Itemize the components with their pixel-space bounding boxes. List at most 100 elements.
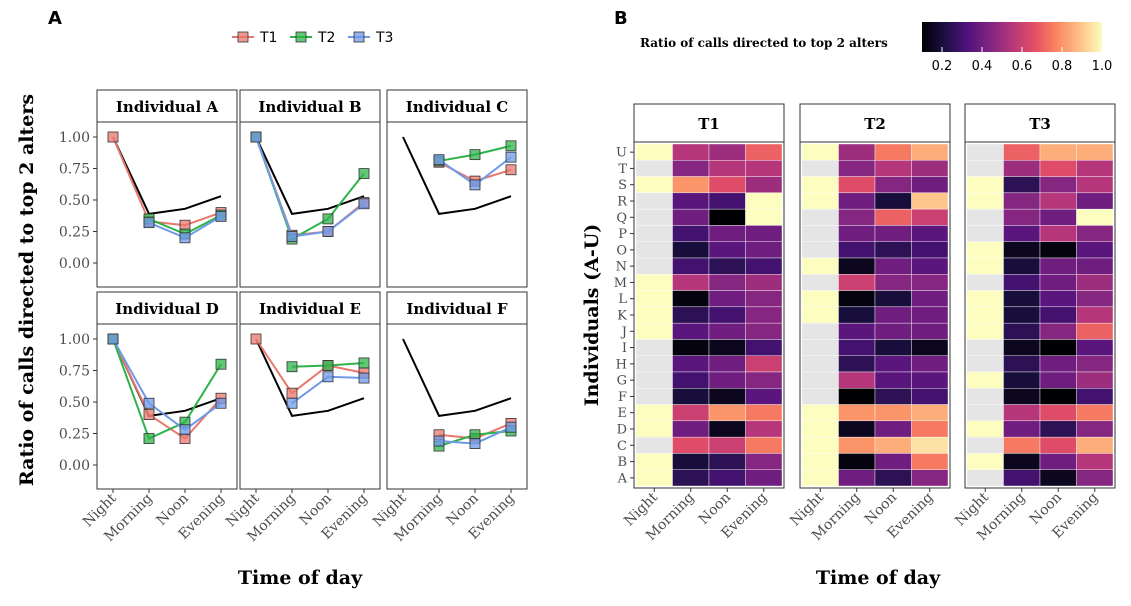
point-t3-morning [143, 397, 155, 409]
cell-t-night [635, 160, 673, 177]
cell-u-morning [672, 143, 710, 161]
cell-a-evening [1076, 469, 1114, 487]
point-t3-noon [322, 226, 334, 237]
cell-r-night [801, 192, 839, 210]
cell-b-night [635, 453, 673, 470]
cell-o-night [801, 241, 839, 259]
cell-b-morning [672, 453, 710, 470]
line-facets: Individual A0.000.250.500.751.00Individu… [59, 89, 528, 545]
cell-p-night [635, 225, 673, 242]
cell-h-night [966, 355, 1004, 373]
cell-l-evening [1076, 290, 1114, 308]
cell-o-night [635, 241, 673, 259]
cell-a-night [801, 469, 839, 487]
cell-a-morning [672, 469, 710, 487]
cell-i-morning [1003, 339, 1041, 356]
cell-h-noon [874, 355, 912, 373]
cell-n-morning [838, 257, 876, 275]
cell-n-noon [1039, 257, 1077, 275]
cell-g-evening [745, 371, 783, 389]
facet-title: Individual A [116, 98, 219, 116]
cell-t-morning [838, 160, 876, 177]
cell-j-evening [911, 322, 949, 340]
cell-e-evening [911, 404, 949, 422]
cell-e-evening [745, 404, 783, 422]
cell-j-morning [672, 322, 710, 340]
plot-area [239, 121, 381, 288]
cell-f-night [635, 388, 673, 405]
y-tick-label: 0.75 [59, 162, 90, 178]
legend-marker [237, 31, 249, 43]
cell-i-evening [911, 339, 949, 356]
cell-i-night [635, 339, 673, 356]
series-line-t1 [112, 136, 222, 227]
point-t3-night [250, 131, 262, 143]
facet-strip [239, 291, 381, 325]
line-facet-individual-d: Individual D0.000.250.500.751.00NightMor… [59, 291, 238, 545]
cell-c-noon [708, 436, 746, 454]
cell-s-evening [1076, 176, 1114, 194]
cell-s-morning [838, 176, 876, 194]
cell-q-noon [708, 208, 746, 226]
cell-t-evening [745, 160, 783, 177]
cell-d-night [635, 420, 673, 438]
facet-title: Individual B [258, 98, 361, 116]
cell-o-morning [1003, 241, 1041, 259]
legend-marker [353, 31, 365, 43]
point-t3-noon [179, 232, 191, 244]
cell-j-evening [1076, 322, 1114, 340]
cell-h-evening [911, 355, 949, 373]
cell-c-morning [838, 436, 876, 454]
cell-r-noon [708, 192, 746, 210]
cell-d-noon [874, 420, 912, 438]
cell-p-night [966, 225, 1004, 242]
plot-area [386, 323, 528, 490]
cell-c-noon [874, 436, 912, 454]
cell-p-night [801, 225, 839, 242]
cell-m-night [801, 274, 839, 291]
line-facet-individual-b: Individual B [239, 89, 381, 288]
cell-h-noon [708, 355, 746, 373]
cell-s-noon [708, 176, 746, 194]
cell-e-morning [838, 404, 876, 422]
cell-e-morning [672, 404, 710, 422]
facet-strip [633, 103, 785, 143]
cell-e-night [966, 404, 1004, 422]
y-tick-label-b: B [617, 455, 627, 470]
cell-q-night [635, 208, 673, 226]
cell-s-morning [672, 176, 710, 194]
y-tick-label-d: D [617, 423, 627, 438]
cell-d-night [801, 420, 839, 438]
legend-marker [295, 31, 307, 43]
cell-o-noon [708, 241, 746, 259]
cell-n-night [635, 257, 673, 275]
cell-k-morning [1003, 306, 1041, 324]
facet-title: T3 [1029, 115, 1051, 133]
cell-a-evening [911, 469, 949, 487]
cell-l-evening [911, 290, 949, 308]
cell-o-evening [745, 241, 783, 259]
cell-t-noon [1039, 160, 1077, 177]
y-tick-label-k: K [617, 309, 627, 324]
cell-h-morning [1003, 355, 1041, 373]
facet-strip [386, 291, 528, 325]
cell-b-evening [1076, 453, 1114, 470]
facet-strip [96, 89, 238, 123]
series-line-t1 [255, 338, 365, 395]
cell-u-noon [708, 143, 746, 161]
series-line-t1 [112, 338, 222, 440]
cell-f-morning [838, 388, 876, 405]
reference-line [255, 136, 365, 215]
cell-u-noon [874, 143, 912, 161]
cell-k-evening [1076, 306, 1114, 324]
point-t2-evening [215, 358, 227, 370]
facet-title: T2 [864, 115, 886, 133]
point-t3-morning [433, 154, 445, 166]
cell-m-night [966, 274, 1004, 291]
cell-a-morning [1003, 469, 1041, 487]
facet-title: T1 [698, 115, 720, 133]
colorbar-tick-label: 1.0 [1092, 59, 1113, 74]
cell-f-evening [911, 388, 949, 405]
